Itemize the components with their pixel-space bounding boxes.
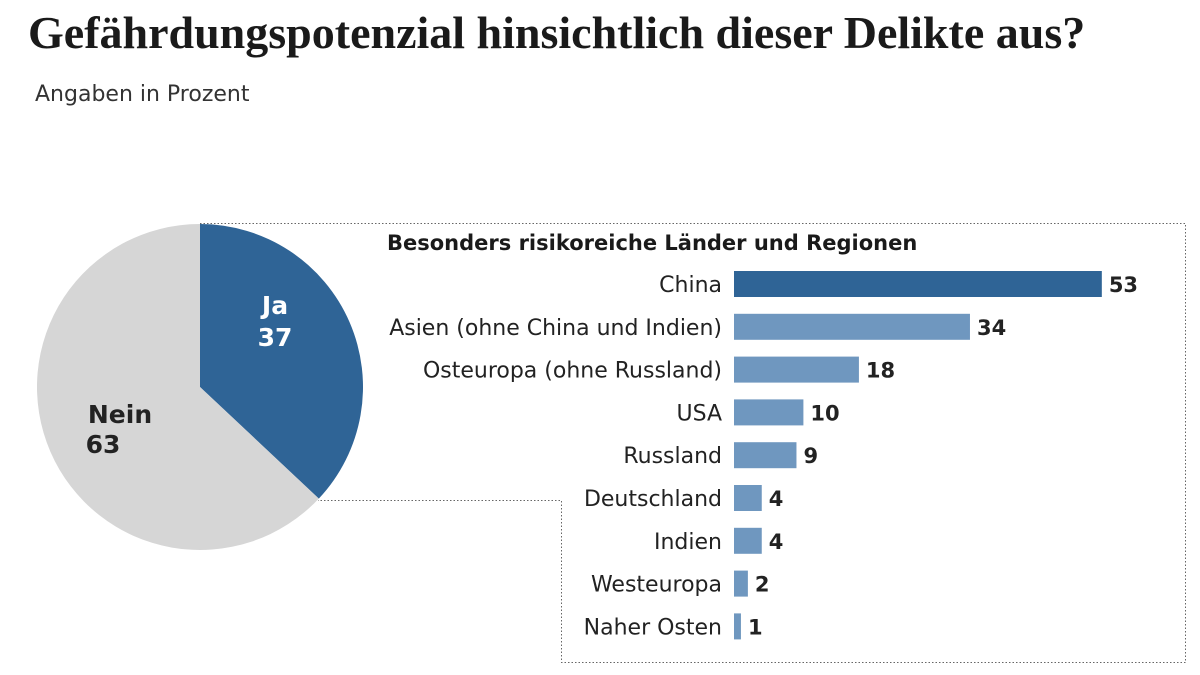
bar bbox=[734, 442, 797, 469]
bar-title: Besonders risikoreiche Länder und Region… bbox=[387, 231, 917, 255]
category-label: Russland bbox=[623, 444, 722, 469]
slice-value: 63 bbox=[86, 430, 121, 459]
pie-slice bbox=[200, 224, 363, 499]
value-label: 9 bbox=[803, 444, 818, 468]
bar bbox=[734, 356, 859, 383]
value-label: 4 bbox=[769, 530, 784, 554]
callout-box bbox=[200, 223, 1186, 663]
category-label: Deutschland bbox=[584, 487, 722, 512]
category-label: China bbox=[659, 273, 722, 298]
chart-subtitle: Angaben in Prozent bbox=[35, 82, 250, 107]
value-label: 1 bbox=[748, 615, 763, 639]
value-label: 4 bbox=[769, 487, 784, 511]
value-label: 53 bbox=[1109, 273, 1138, 297]
value-label: 2 bbox=[755, 573, 770, 597]
category-label: Osteuropa (ohne Russland) bbox=[423, 359, 722, 384]
category-label: Asien (ohne China und Indien) bbox=[389, 316, 722, 341]
bar bbox=[734, 570, 748, 597]
pie-slice bbox=[37, 224, 319, 550]
bar bbox=[734, 485, 762, 511]
value-label: 10 bbox=[810, 401, 839, 425]
value-label: 18 bbox=[866, 359, 895, 383]
bar bbox=[734, 613, 741, 640]
bar bbox=[734, 313, 970, 340]
chart-title: Gefährdungspotenzial hinsichtlich dieser… bbox=[28, 7, 1085, 58]
bar bbox=[734, 271, 1102, 297]
category-label: USA bbox=[676, 401, 722, 426]
bar bbox=[734, 399, 804, 426]
bar bbox=[734, 527, 762, 554]
category-label: Naher Osten bbox=[584, 615, 722, 640]
category-label: Indien bbox=[654, 530, 722, 555]
category-label: Westeuropa bbox=[591, 573, 722, 598]
bars: China 53 Asien (ohne China und Indien) 34 Os… bbox=[389, 271, 1138, 640]
value-label: 34 bbox=[977, 316, 1006, 340]
slice-label: Nein bbox=[88, 400, 152, 429]
slice-label: Ja bbox=[260, 291, 288, 320]
slice-value: 37 bbox=[258, 323, 293, 352]
